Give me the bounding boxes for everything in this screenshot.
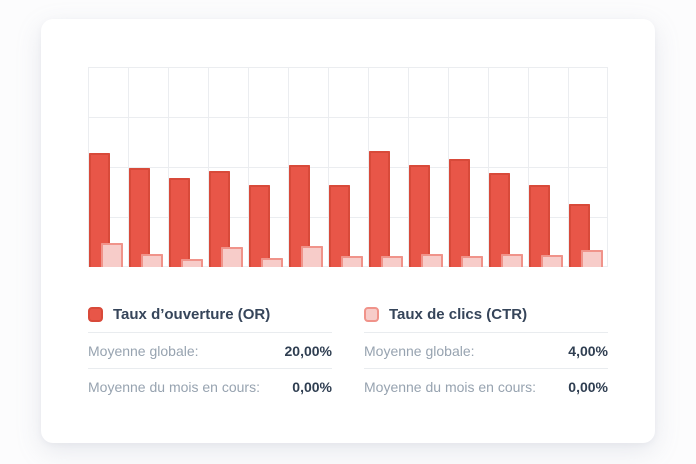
or-bar[interactable]: [489, 173, 510, 267]
panel-open-rate: Taux d’ouverture (OR) Moyenne globale: 2…: [88, 304, 332, 404]
v-gridline: [248, 67, 249, 267]
legend-item-open-rate[interactable]: Taux d’ouverture (OR): [88, 304, 332, 324]
open-rate-swatch-icon: [88, 306, 103, 322]
v-gridline: [328, 67, 329, 267]
ctr-bar[interactable]: [381, 256, 403, 267]
or-bar[interactable]: [329, 185, 350, 267]
or-bar[interactable]: [369, 151, 390, 267]
stat-row-ctr-current-month: Moyenne du mois en cours: 0,00%: [364, 368, 608, 404]
or-bar[interactable]: [169, 178, 190, 267]
stat-row-ctr-global: Moyenne globale: 4,00%: [364, 332, 608, 368]
or-bar[interactable]: [209, 171, 230, 267]
h-gridline: [88, 167, 608, 168]
v-gridline: [408, 67, 409, 267]
or-bar[interactable]: [449, 159, 470, 267]
ctr-bar[interactable]: [581, 250, 603, 267]
stat-row-or-current-month: Moyenne du mois en cours: 0,00%: [88, 368, 332, 404]
v-gridline: [607, 67, 608, 267]
or-bar[interactable]: [249, 185, 270, 267]
click-rate-swatch-icon: [364, 306, 379, 322]
stat-value: 0,00%: [292, 378, 332, 395]
or-bar[interactable]: [409, 165, 430, 267]
h-gridline: [88, 67, 608, 68]
stat-label: Moyenne du mois en cours:: [364, 378, 536, 395]
ctr-bar[interactable]: [301, 246, 323, 267]
bar-chart: [88, 67, 608, 267]
legend-item-click-rate[interactable]: Taux de clics (CTR): [364, 304, 608, 324]
or-bar[interactable]: [89, 153, 110, 267]
stats-card: Taux d’ouverture (OR) Moyenne globale: 2…: [41, 19, 655, 443]
v-gridline: [368, 67, 369, 267]
stat-row-or-global: Moyenne globale: 20,00%: [88, 332, 332, 368]
v-gridline: [88, 67, 89, 267]
ctr-bar[interactable]: [341, 256, 363, 267]
v-gridline: [448, 67, 449, 267]
stat-value: 0,00%: [568, 378, 608, 395]
ctr-bar[interactable]: [141, 254, 163, 267]
h-gridline: [88, 117, 608, 118]
v-gridline: [208, 67, 209, 267]
v-gridline: [128, 67, 129, 267]
ctr-bar[interactable]: [541, 255, 563, 267]
ctr-bar[interactable]: [261, 258, 283, 267]
stat-value: 4,00%: [568, 342, 608, 359]
or-bar[interactable]: [529, 185, 550, 267]
v-gridline: [168, 67, 169, 267]
v-gridline: [288, 67, 289, 267]
ctr-bar[interactable]: [101, 243, 123, 267]
ctr-bar[interactable]: [421, 254, 443, 267]
ctr-bar[interactable]: [501, 254, 523, 267]
or-bar[interactable]: [289, 165, 310, 267]
ctr-bar[interactable]: [461, 256, 483, 267]
ctr-bar[interactable]: [181, 259, 203, 267]
open-rate-title: Taux d’ouverture (OR): [113, 305, 271, 323]
stat-label: Moyenne globale:: [88, 342, 199, 359]
panel-click-rate: Taux de clics (CTR) Moyenne globale: 4,0…: [364, 304, 608, 404]
stat-value: 20,00%: [284, 342, 332, 359]
v-gridline: [568, 67, 569, 267]
v-gridline: [488, 67, 489, 267]
stat-label: Moyenne du mois en cours:: [88, 378, 260, 395]
click-rate-title: Taux de clics (CTR): [389, 305, 528, 323]
or-bar[interactable]: [129, 168, 150, 267]
v-gridline: [528, 67, 529, 267]
ctr-bar[interactable]: [221, 247, 243, 267]
stat-label: Moyenne globale:: [364, 342, 475, 359]
